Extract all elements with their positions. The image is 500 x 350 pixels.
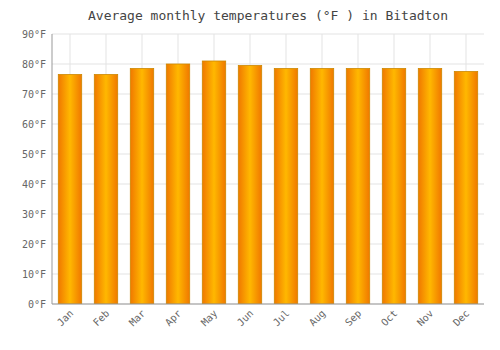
bar <box>130 69 153 305</box>
y-tick-label: 70°F <box>22 89 46 100</box>
x-tick-label: Dec <box>451 308 472 329</box>
bars <box>58 61 477 304</box>
x-tick-label: Jun <box>235 308 256 329</box>
x-tick-label: Aug <box>307 308 328 329</box>
title: Average monthly temperatures (°F ) in Bi… <box>88 8 448 23</box>
y-axis-line <box>52 34 53 304</box>
y-tick-label: 20°F <box>22 239 46 250</box>
x-tick-label: Jan <box>55 308 76 329</box>
y-tick-label: 10°F <box>22 269 46 280</box>
bar <box>454 72 477 305</box>
bar <box>382 69 405 305</box>
bar <box>238 66 261 305</box>
bar <box>418 69 441 305</box>
x-tick-label: Oct <box>379 308 400 329</box>
y-tick-label: 30°F <box>22 209 46 220</box>
bar <box>94 75 117 305</box>
y-tick-label: 0°F <box>28 299 46 310</box>
x-tick-label: Sep <box>343 308 364 329</box>
y-grid-line <box>52 34 484 35</box>
y-tick-label: 40°F <box>22 179 46 190</box>
x-tick-label: May <box>199 308 220 329</box>
x-tick-label: Feb <box>91 308 112 329</box>
y-grid-line <box>52 304 484 305</box>
bar <box>346 69 369 305</box>
bar <box>202 61 225 304</box>
bar <box>166 64 189 304</box>
y-tick-label: 60°F <box>22 119 46 130</box>
y-tick-label: 80°F <box>22 59 46 70</box>
x-tick-label: Jul <box>271 308 292 329</box>
bar <box>274 69 297 305</box>
bar <box>58 75 81 305</box>
grid <box>52 34 484 304</box>
x-tick-label: Nov <box>415 308 436 329</box>
chart-container: 0°F 10°F 20°F 30°F 40°F 50°F 60°F 70°F 80°F 90°F J… <box>0 0 500 350</box>
y-grid-line <box>52 64 484 65</box>
chart: 0°F 10°F 20°F 30°F 40°F 50°F 60°F 70°F 80°F 90°F J… <box>0 0 500 350</box>
x-tick-label: Apr <box>163 308 184 329</box>
y-tick-label: 50°F <box>22 149 46 160</box>
x-axis-line <box>52 304 484 305</box>
x-tick-label: Mar <box>127 308 148 329</box>
y-tick-label: 90°F <box>22 29 46 40</box>
bar <box>310 69 333 305</box>
